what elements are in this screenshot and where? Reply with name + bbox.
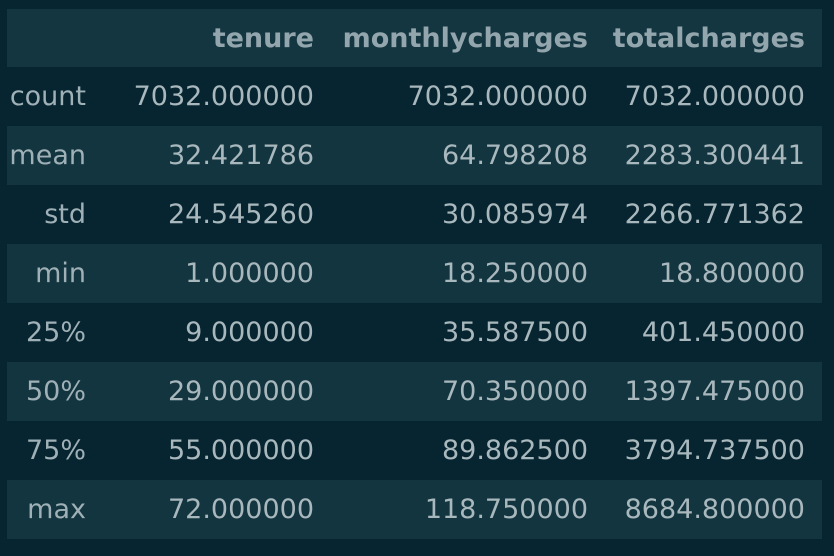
header-row: tenure monthlycharges totalcharges <box>7 9 822 67</box>
totalcharges-cell: 1397.475000 <box>605 362 822 421</box>
row-index-label: mean <box>7 126 110 185</box>
column-header-monthlycharges: monthlycharges <box>331 9 605 67</box>
table-row: count 7032.000000 7032.000000 7032.00000… <box>7 67 822 126</box>
table-row: 25% 9.000000 35.587500 401.450000 <box>7 303 822 362</box>
totalcharges-cell: 18.800000 <box>605 244 822 303</box>
totalcharges-cell: 3794.737500 <box>605 421 822 480</box>
totalcharges-cell: 2266.771362 <box>605 185 822 244</box>
monthlycharges-cell: 64.798208 <box>331 126 605 185</box>
table-row: mean 32.421786 64.798208 2283.300441 <box>7 126 822 185</box>
tenure-cell: 32.421786 <box>110 126 331 185</box>
table-row: min 1.000000 18.250000 18.800000 <box>7 244 822 303</box>
tenure-cell: 9.000000 <box>110 303 331 362</box>
tenure-cell: 1.000000 <box>110 244 331 303</box>
table-header: tenure monthlycharges totalcharges <box>7 9 822 67</box>
tenure-cell: 7032.000000 <box>110 67 331 126</box>
table-row: max 72.000000 118.750000 8684.800000 <box>7 480 822 539</box>
tenure-cell: 29.000000 <box>110 362 331 421</box>
monthlycharges-cell: 30.085974 <box>331 185 605 244</box>
column-header-tenure: tenure <box>110 9 331 67</box>
row-index-label: std <box>7 185 110 244</box>
table-row: std 24.545260 30.085974 2266.771362 <box>7 185 822 244</box>
row-index-label: 50% <box>7 362 110 421</box>
tenure-cell: 24.545260 <box>110 185 331 244</box>
monthlycharges-cell: 7032.000000 <box>331 67 605 126</box>
tenure-cell: 55.000000 <box>110 421 331 480</box>
row-index-label: min <box>7 244 110 303</box>
monthlycharges-cell: 118.750000 <box>331 480 605 539</box>
totalcharges-cell: 401.450000 <box>605 303 822 362</box>
tenure-cell: 72.000000 <box>110 480 331 539</box>
monthlycharges-cell: 89.862500 <box>331 421 605 480</box>
monthlycharges-cell: 18.250000 <box>331 244 605 303</box>
totalcharges-cell: 7032.000000 <box>605 67 822 126</box>
monthlycharges-cell: 70.350000 <box>331 362 605 421</box>
describe-table: tenure monthlycharges totalcharges count… <box>7 9 822 539</box>
table-body: count 7032.000000 7032.000000 7032.00000… <box>7 67 822 539</box>
index-header-cell <box>7 9 110 67</box>
monthlycharges-cell: 35.587500 <box>331 303 605 362</box>
table-row: 50% 29.000000 70.350000 1397.475000 <box>7 362 822 421</box>
column-header-totalcharges: totalcharges <box>605 9 822 67</box>
totalcharges-cell: 2283.300441 <box>605 126 822 185</box>
totalcharges-cell: 8684.800000 <box>605 480 822 539</box>
row-index-label: count <box>7 67 110 126</box>
row-index-label: 25% <box>7 303 110 362</box>
row-index-label: 75% <box>7 421 110 480</box>
row-index-label: max <box>7 480 110 539</box>
table-row: 75% 55.000000 89.862500 3794.737500 <box>7 421 822 480</box>
